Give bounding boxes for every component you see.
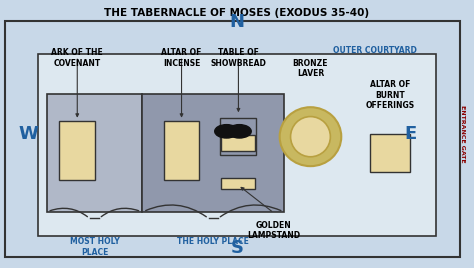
FancyBboxPatch shape: [142, 94, 284, 212]
Text: W: W: [19, 125, 39, 143]
Text: S: S: [230, 239, 244, 257]
Text: ENTRANCE GATE: ENTRANCE GATE: [460, 105, 465, 163]
Circle shape: [228, 125, 251, 138]
Text: N: N: [229, 13, 245, 31]
Text: BRONZE
LAVER: BRONZE LAVER: [293, 59, 328, 78]
FancyBboxPatch shape: [59, 121, 95, 180]
Text: ALTAR OF
BURNT
OFFERINGS: ALTAR OF BURNT OFFERINGS: [365, 80, 415, 110]
Ellipse shape: [291, 117, 330, 157]
FancyBboxPatch shape: [47, 94, 142, 212]
Text: ALTAR OF
INCENSE: ALTAR OF INCENSE: [161, 48, 202, 68]
FancyBboxPatch shape: [38, 54, 436, 236]
Circle shape: [215, 125, 238, 138]
Text: THE HOLY PLACE: THE HOLY PLACE: [177, 237, 249, 246]
FancyBboxPatch shape: [164, 121, 199, 180]
FancyBboxPatch shape: [221, 135, 255, 151]
Text: E: E: [405, 125, 417, 143]
FancyBboxPatch shape: [5, 21, 460, 257]
Text: OUTER COURTYARD: OUTER COURTYARD: [333, 46, 416, 55]
FancyBboxPatch shape: [370, 134, 410, 172]
Text: THE TABERNACLE OF MOSES (EXODUS 35-40): THE TABERNACLE OF MOSES (EXODUS 35-40): [104, 8, 370, 18]
Text: TABLE OF
SHOWBREAD: TABLE OF SHOWBREAD: [210, 48, 266, 68]
FancyBboxPatch shape: [220, 118, 256, 155]
Text: GOLDEN
LAMPSTAND: GOLDEN LAMPSTAND: [247, 221, 301, 240]
Text: ARK OF THE
COVENANT: ARK OF THE COVENANT: [51, 48, 103, 68]
Ellipse shape: [280, 107, 341, 166]
Text: MOST HOLY
PLACE: MOST HOLY PLACE: [70, 237, 119, 256]
FancyBboxPatch shape: [221, 178, 255, 189]
